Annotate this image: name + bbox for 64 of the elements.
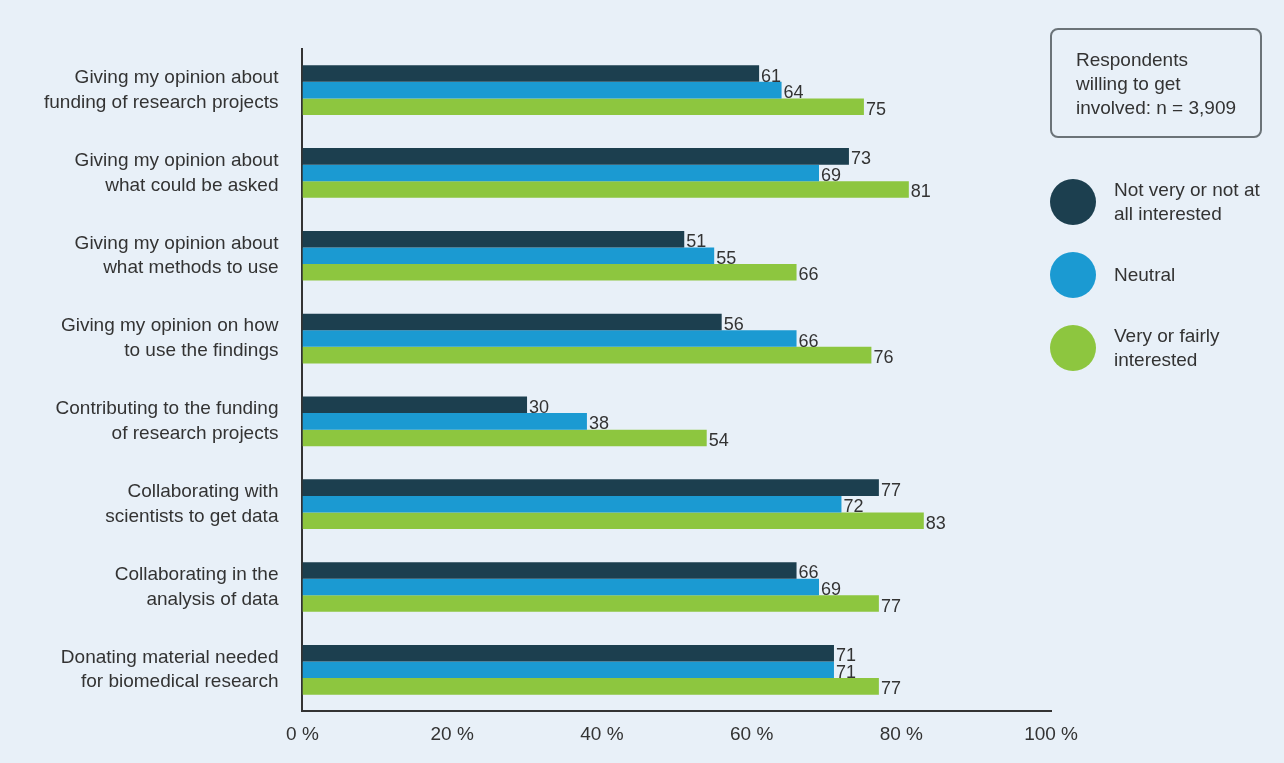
bar [302,678,879,695]
y-tick-label: Contributing to the funding of research projects [55,397,279,443]
data-label: 73 [850,148,871,169]
data-label: 81 [910,181,931,202]
data-label: 83 [925,512,946,533]
x-tick-label: 100 % [1024,722,1079,744]
bar [302,313,722,331]
bar [302,661,834,679]
data-label: 61 [761,65,782,86]
data-label: 77 [880,678,901,699]
bar [302,330,797,347]
bar [302,413,587,430]
bar [302,264,797,281]
bar [302,81,782,99]
bar [302,512,924,530]
text: Respondents willing to get involved: n = 3,909 [1050,28,1262,138]
bar [302,164,819,182]
data-label: 38 [588,413,609,434]
data-label: 66 [798,264,819,285]
data-label: 51 [686,231,707,252]
x-tick-label: 20 % [430,722,474,744]
x-tick-label: 0 % [286,722,319,744]
bar [302,495,842,513]
x-tick-label: 80 % [879,722,924,744]
bar [302,65,760,82]
y-tick-label: Collaborating in the analysis of data [114,562,279,609]
data-label: 56 [723,313,744,334]
x-tick-label: 60 % [729,722,774,744]
bar [302,148,849,165]
data-label: 55 [716,247,737,268]
data-label: 77 [880,595,901,616]
text: Not very or not at all interested [1114,178,1261,226]
y-tick-label: Giving my opinion on how to use the findings [60,314,279,361]
data-label: 66 [798,562,819,583]
data-label: 64 [783,82,804,103]
y-tick-label: Giving my opinion about what could be asked [74,148,280,195]
data-label: 69 [821,578,842,599]
y-tick-label: Giving my opinion about what methods to use [74,231,280,278]
bar [302,98,864,115]
bar [302,247,715,265]
data-label: 75 [865,98,886,119]
bar [302,644,834,662]
y-tick-label: Collaborating with scientists to get data [105,480,279,526]
data-label: 76 [873,347,894,368]
bar [302,562,797,579]
y-tick-label: Giving my opinion about funding of research projects [44,65,280,112]
text: Very or fairly interested [1114,324,1221,372]
data-label: 69 [821,164,842,185]
data-label: 66 [798,330,819,351]
data-label: 30 [529,396,550,417]
data-label: 72 [843,496,864,517]
bar [302,479,879,496]
y-tick-label: Donating material needed for biomedical research [60,645,279,692]
bar [302,181,909,198]
bar [302,346,872,364]
bar [302,230,685,248]
bar [302,578,819,596]
data-label: 54 [708,429,729,450]
x-tick-label: 40 % [580,722,624,744]
bar [302,595,879,612]
bar [302,396,528,414]
bar [302,429,707,447]
data-label: 77 [880,479,901,500]
text: Neutral [1114,263,1176,287]
